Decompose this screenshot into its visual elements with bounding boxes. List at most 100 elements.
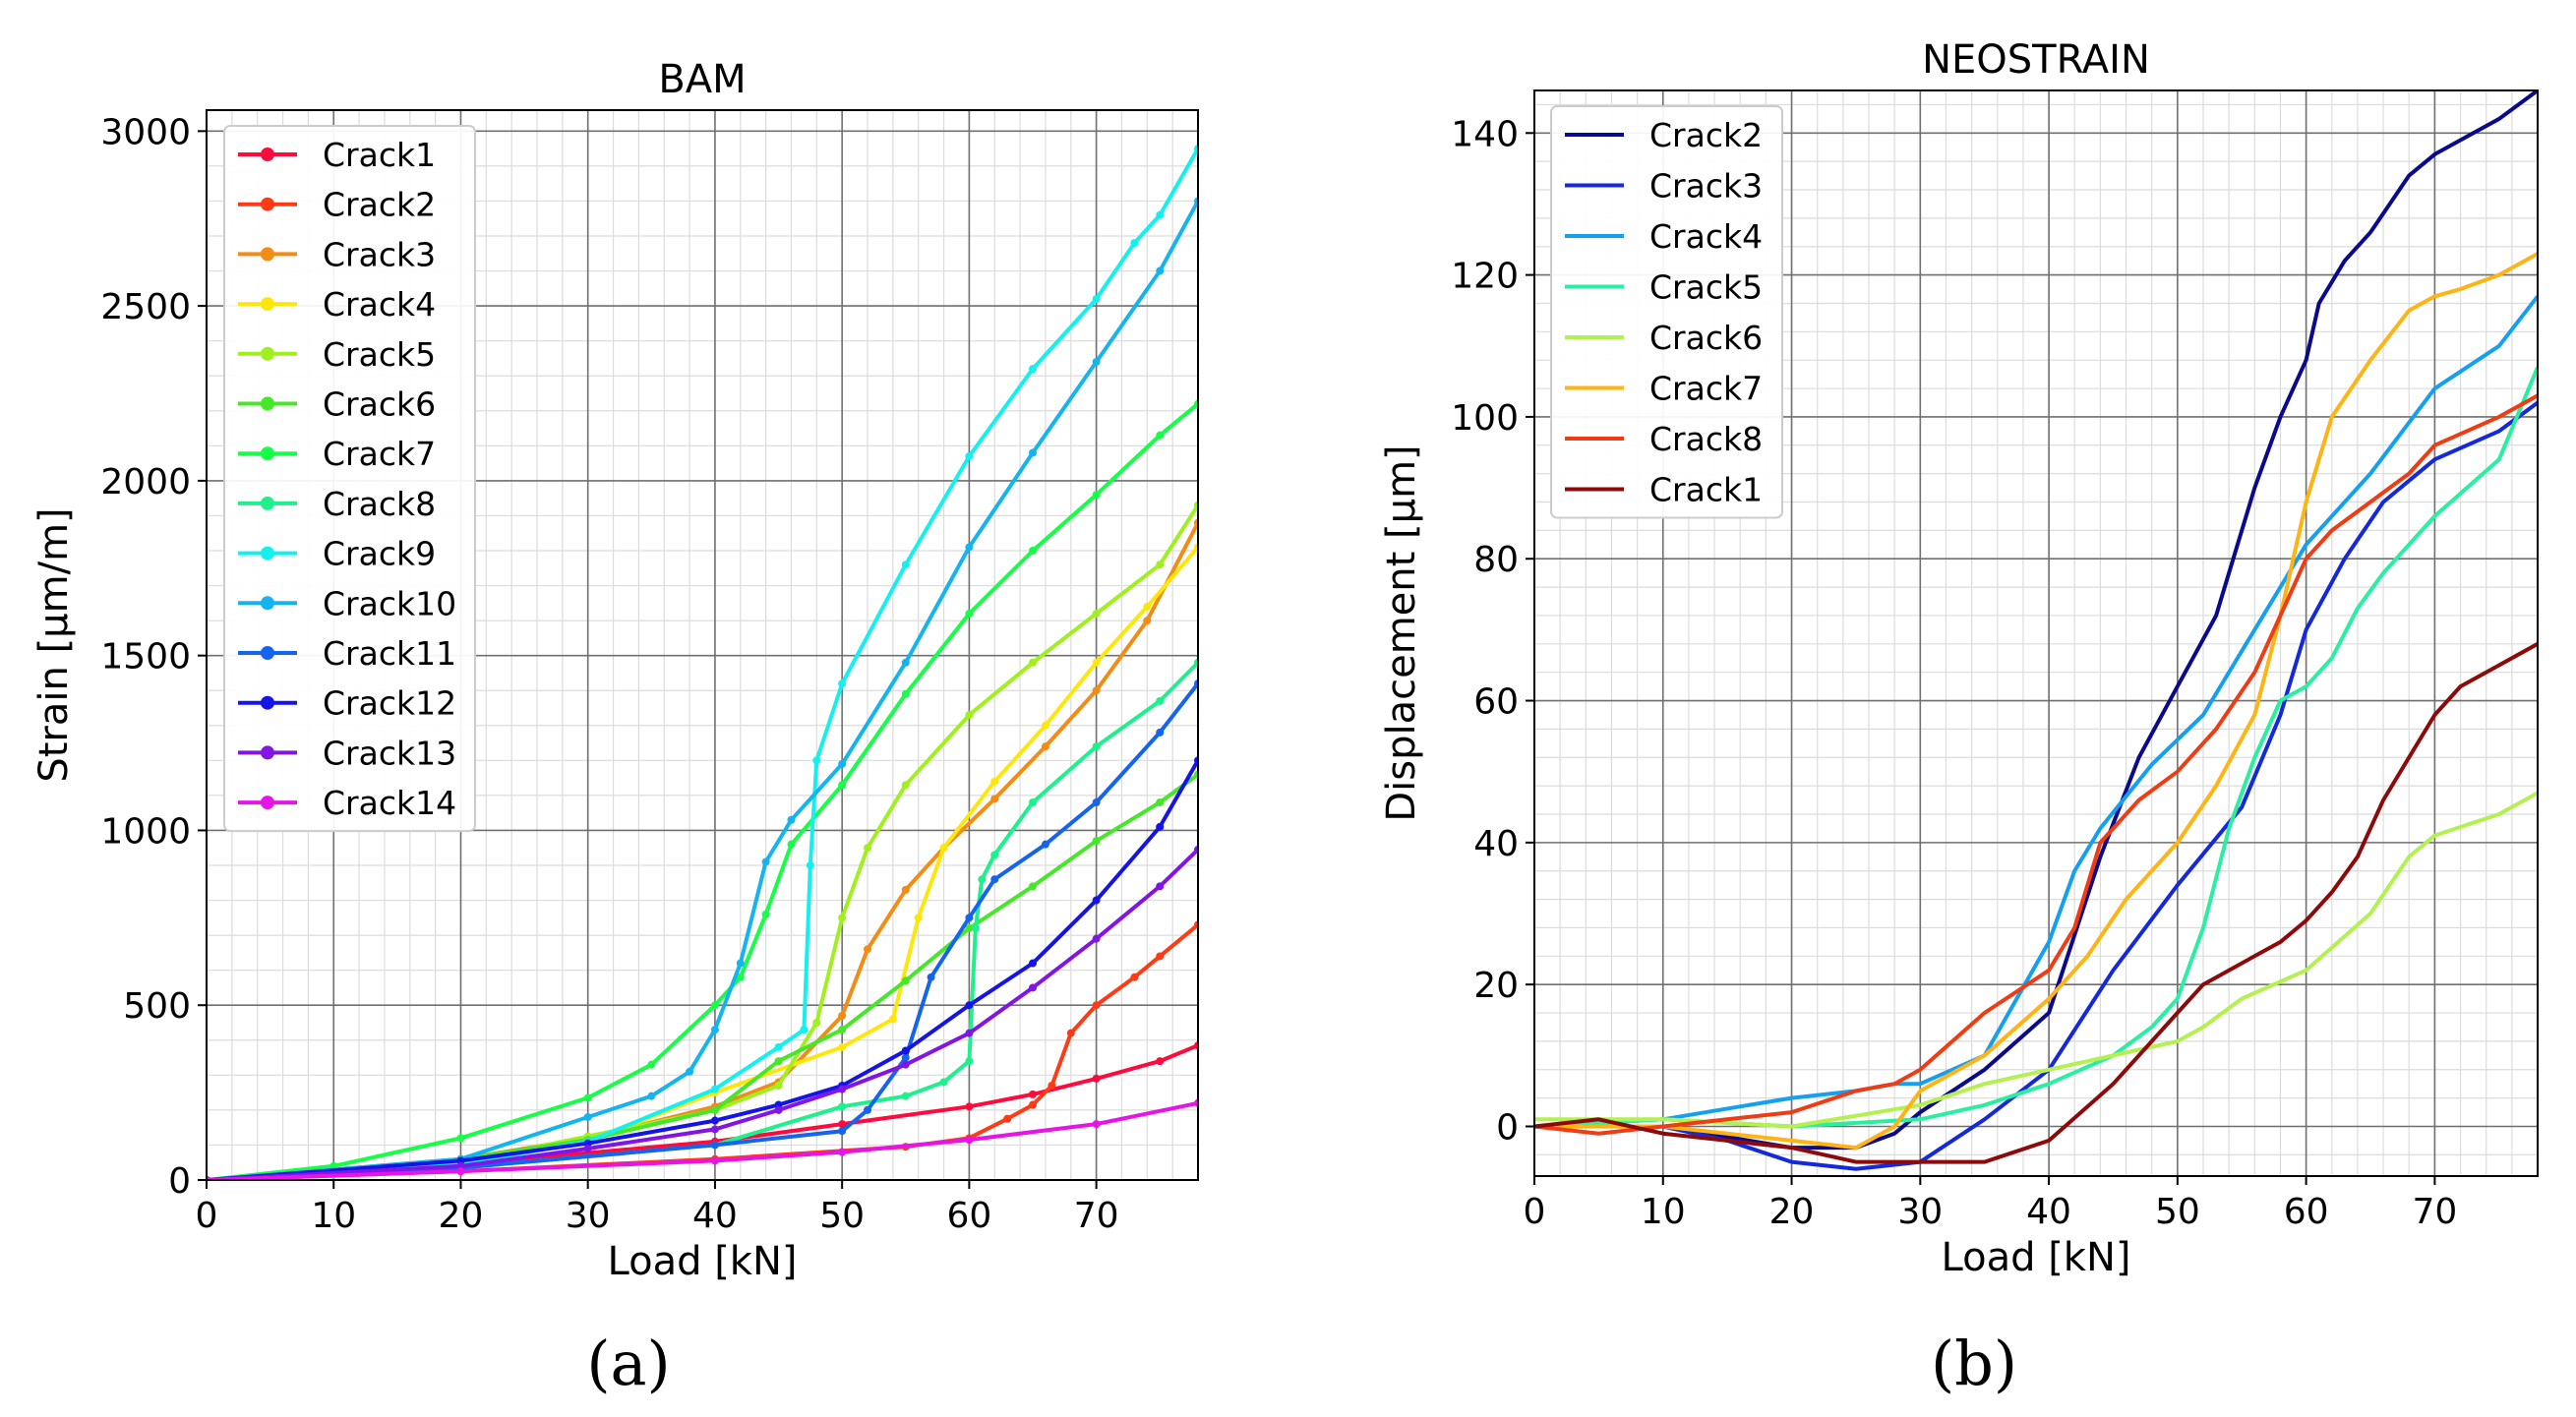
y-tick-label: 1000 bbox=[100, 811, 191, 852]
legend-label-crack3: Crack3 bbox=[1649, 167, 1763, 206]
data-point-crack12 bbox=[1029, 960, 1037, 968]
data-point-crack4 bbox=[1042, 722, 1049, 730]
data-point-crack13 bbox=[1029, 983, 1037, 991]
data-point-crack11 bbox=[965, 914, 973, 921]
legend-marker-crack7 bbox=[261, 446, 274, 460]
data-point-crack8 bbox=[978, 875, 986, 883]
y-tick-label: 0 bbox=[168, 1161, 191, 1202]
subcaption-b: (b) bbox=[1876, 1328, 2072, 1399]
legend-marker-crack5 bbox=[261, 347, 274, 361]
data-point-crack9 bbox=[1156, 211, 1164, 219]
data-point-crack9 bbox=[902, 561, 910, 568]
chart-title: BAM bbox=[658, 57, 746, 102]
data-point-crack9 bbox=[965, 452, 973, 460]
x-tick-label: 40 bbox=[692, 1196, 738, 1236]
data-point-crack11 bbox=[1156, 729, 1164, 737]
legend-label-crack8: Crack8 bbox=[323, 485, 436, 523]
legend-label-crack1: Crack1 bbox=[323, 136, 436, 174]
data-point-crack5 bbox=[1093, 610, 1101, 618]
data-point-crack2 bbox=[1048, 1082, 1055, 1090]
data-point-crack9 bbox=[1093, 295, 1101, 303]
legend-marker-crack6 bbox=[261, 397, 274, 411]
data-point-crack5 bbox=[812, 1019, 820, 1027]
data-point-crack1 bbox=[1156, 1057, 1164, 1065]
data-point-crack8 bbox=[1156, 697, 1164, 705]
data-point-crack9 bbox=[775, 1043, 783, 1051]
data-point-crack5 bbox=[864, 844, 871, 852]
y-tick-label: 2000 bbox=[100, 462, 191, 502]
x-axis-label: Load [kN] bbox=[608, 1239, 798, 1284]
data-point-crack6 bbox=[775, 1057, 783, 1065]
legend-label-crack12: Crack12 bbox=[323, 684, 456, 723]
legend: Crack1 Crack2 Crack3 Crack4 Crack5 Crack6 Crac… bbox=[224, 126, 475, 831]
x-tick-label: 60 bbox=[2284, 1192, 2329, 1232]
data-point-crack6 bbox=[902, 976, 910, 984]
data-point-crack14 bbox=[965, 1136, 973, 1144]
data-point-crack6 bbox=[1093, 837, 1101, 845]
data-point-crack7 bbox=[1156, 432, 1164, 440]
data-point-crack12 bbox=[902, 1046, 910, 1054]
legend-label-crack6: Crack6 bbox=[1649, 319, 1763, 357]
data-point-crack10 bbox=[711, 1026, 719, 1033]
data-point-crack9 bbox=[1029, 365, 1037, 373]
data-point-crack11 bbox=[1042, 841, 1049, 849]
data-point-crack2 bbox=[1029, 1101, 1037, 1109]
data-point-crack12 bbox=[965, 1001, 973, 1009]
data-point-crack12 bbox=[1093, 897, 1101, 905]
data-point-crack3 bbox=[990, 795, 998, 802]
legend-label-crack2: Crack2 bbox=[323, 186, 436, 224]
data-point-crack13 bbox=[902, 1061, 910, 1069]
data-point-crack3 bbox=[1042, 742, 1049, 750]
data-point-crack6 bbox=[711, 1106, 719, 1114]
legend-box bbox=[224, 126, 475, 831]
data-point-crack13 bbox=[1093, 935, 1101, 943]
data-point-crack13 bbox=[838, 1086, 846, 1093]
y-tick-label: 500 bbox=[123, 986, 191, 1027]
data-point-crack14 bbox=[456, 1167, 464, 1175]
y-tick-label: 2500 bbox=[100, 287, 191, 327]
data-point-crack7 bbox=[965, 610, 973, 618]
y-tick-label: 3000 bbox=[100, 112, 191, 152]
data-point-crack12 bbox=[711, 1117, 719, 1125]
data-point-crack8 bbox=[838, 1102, 846, 1110]
data-point-crack3 bbox=[1143, 617, 1151, 624]
legend-label-crack7: Crack7 bbox=[1649, 370, 1763, 408]
data-point-crack14 bbox=[1093, 1120, 1101, 1128]
data-point-crack6 bbox=[1156, 798, 1164, 806]
data-point-crack11 bbox=[711, 1141, 719, 1149]
legend-label-crack5: Crack5 bbox=[323, 335, 436, 374]
figure: 0 10 20 30 40 50 60 70050010001500200025003000B… bbox=[0, 0, 2576, 1417]
data-point-crack8 bbox=[990, 851, 998, 858]
chart-bam: 0 10 20 30 40 50 60 70 0 500 1000 1500 2000 2500 3000 B… bbox=[31, 57, 1202, 1284]
data-point-crack5 bbox=[902, 781, 910, 789]
data-point-crack13 bbox=[775, 1106, 783, 1114]
legend-marker-crack2 bbox=[261, 198, 274, 211]
data-point-crack9 bbox=[711, 1086, 719, 1093]
data-point-crack9 bbox=[838, 679, 846, 687]
data-point-crack10 bbox=[1156, 267, 1164, 275]
data-point-crack13 bbox=[1156, 882, 1164, 890]
data-point-crack11 bbox=[864, 1106, 871, 1114]
legend-label-crack6: Crack6 bbox=[323, 385, 436, 424]
legend: Crack2 Crack3 Crack4 Crack5 Crack6 Crack7 Crac… bbox=[1551, 106, 1782, 518]
data-point-crack6 bbox=[1029, 882, 1037, 890]
y-tick-label: 20 bbox=[1473, 966, 1519, 1006]
data-point-crack6 bbox=[838, 1026, 846, 1033]
x-tick-label: 70 bbox=[1074, 1196, 1119, 1236]
data-point-crack9 bbox=[807, 861, 814, 869]
data-point-crack10 bbox=[1029, 448, 1037, 456]
x-axis-label: Load [kN] bbox=[1942, 1235, 2131, 1280]
data-point-crack9 bbox=[1130, 239, 1138, 247]
data-point-crack8 bbox=[965, 1057, 973, 1065]
x-tick-label: 50 bbox=[2155, 1192, 2200, 1232]
data-point-crack1 bbox=[965, 1102, 973, 1110]
data-point-crack9 bbox=[800, 1026, 808, 1033]
data-point-crack1 bbox=[1093, 1075, 1101, 1083]
data-point-crack7 bbox=[711, 1001, 719, 1009]
y-tick-label: 120 bbox=[1451, 257, 1519, 297]
data-point-crack7 bbox=[838, 781, 846, 789]
x-tick-label: 20 bbox=[439, 1196, 484, 1236]
subcaption-a: (a) bbox=[530, 1328, 727, 1399]
data-point-crack5 bbox=[775, 1082, 783, 1090]
data-point-crack7 bbox=[902, 690, 910, 698]
